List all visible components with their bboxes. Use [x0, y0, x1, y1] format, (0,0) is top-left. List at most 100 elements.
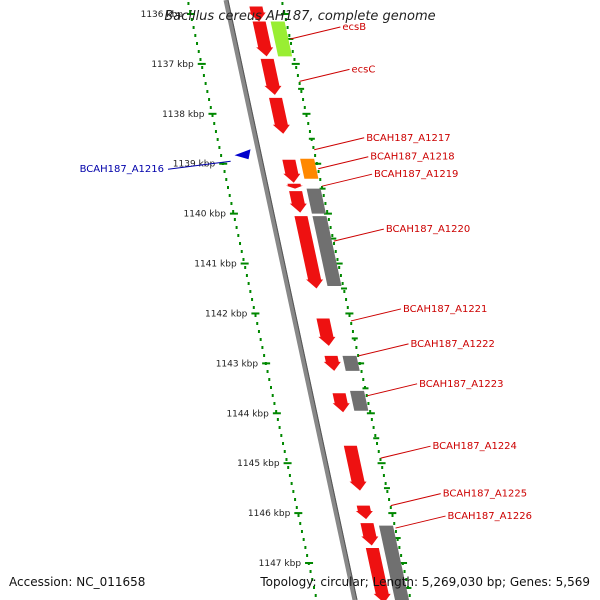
gene-feature[interactable]	[289, 191, 307, 213]
label-leader	[390, 493, 441, 507]
minor-tick	[373, 437, 380, 440]
minor-tick	[308, 137, 315, 140]
tick-mark-left	[208, 112, 217, 115]
gene-feature[interactable]	[282, 159, 301, 183]
gene-label[interactable]: BCAH187_A1224	[433, 441, 517, 452]
ruler-dots-right	[302, 98, 305, 101]
gene-feature[interactable]	[378, 525, 410, 600]
gene-feature[interactable]	[270, 21, 293, 57]
genome-backbone	[223, 0, 358, 600]
gene-feature[interactable]	[269, 97, 290, 134]
gene-feature[interactable]	[312, 216, 342, 287]
tick-label: 1141 kbp	[194, 260, 237, 270]
gene-feature[interactable]	[252, 21, 274, 57]
gene-labels[interactable]: ecsB ecsC BCAH187_A1217 BCAH187_A1218 BCAH18…	[80, 22, 532, 529]
ruler-dots-left	[208, 98, 211, 101]
gene-feature[interactable]	[306, 188, 326, 214]
gene-feature[interactable]	[332, 393, 350, 413]
ruler-dots-right	[291, 50, 294, 53]
ruler-dots-right	[355, 346, 358, 349]
ruler-dots-right	[293, 58, 296, 61]
ruler-dots-right	[338, 266, 341, 269]
ruler-dots-right	[391, 514, 394, 517]
gene-label[interactable]: BCAH187_A1216	[80, 164, 164, 175]
ruler-dots-left	[309, 570, 312, 573]
label-leader	[314, 137, 365, 151]
ruler-dots-left	[295, 506, 298, 509]
label-leader	[395, 515, 446, 529]
ruler-dots-right	[308, 130, 311, 133]
ruler-dots-right	[379, 458, 382, 461]
gene-feature[interactable]	[234, 149, 251, 160]
tick-label: 1143 kbp	[216, 359, 259, 369]
ruler-dots-left	[311, 578, 314, 581]
tick-mark-left	[251, 312, 260, 315]
gene-feature[interactable]	[342, 355, 360, 371]
ruler-dots-right	[393, 522, 396, 525]
ruler-dots-right	[283, 10, 286, 13]
tick-label: 1147 kbp	[259, 559, 302, 569]
gene-feature[interactable]	[323, 355, 341, 371]
gene-label[interactable]: BCAH187_A1223	[419, 379, 503, 390]
ruler-dots-left	[197, 50, 200, 53]
ruler-dots	[187, 2, 411, 597]
gene-label[interactable]: BCAH187_A1218	[370, 152, 454, 163]
minor-tick	[298, 87, 305, 90]
gene-label[interactable]: BCAH187_A1221	[403, 304, 487, 315]
ruler-dots-left	[237, 234, 240, 237]
ruler-dots-left	[288, 474, 291, 477]
gene-label[interactable]: BCAH187_A1226	[448, 511, 532, 522]
ruler-dots-right	[394, 530, 397, 533]
ruler-dots-right	[336, 258, 339, 261]
gene-feature[interactable]	[248, 6, 266, 22]
tick-label: 1138 kbp	[162, 110, 205, 120]
ruler-dots-left	[247, 282, 250, 285]
ruler-dots-right	[369, 410, 372, 413]
tick-mark-right	[345, 312, 354, 315]
gene-feature[interactable]	[365, 548, 391, 600]
gene-feature[interactable]	[360, 523, 379, 546]
ruler-dots-left	[278, 426, 281, 429]
ruler-dots-right	[322, 194, 325, 197]
ruler-dots-left	[196, 42, 199, 45]
ruler-dots-right	[400, 554, 403, 557]
backbone-shadow	[227, 0, 358, 600]
ruler-dots-right	[314, 154, 317, 157]
ruler-dots-left	[187, 2, 190, 5]
ruler-dots-right	[345, 298, 348, 301]
tick-mark-right	[281, 13, 290, 15]
minor-tick	[362, 387, 369, 390]
tick-mark-left	[240, 262, 249, 265]
gene-feature[interactable]	[355, 505, 373, 520]
ruler-dots-right	[324, 202, 327, 205]
gene-label[interactable]: BCAH187_A1217	[366, 133, 450, 144]
gene-label[interactable]: ecsC	[351, 64, 375, 75]
gene-feature[interactable]	[350, 390, 369, 411]
tick-mark-left	[219, 162, 228, 165]
tick-mark-right	[302, 112, 311, 115]
ruler-dots-right	[405, 578, 408, 581]
gene-label[interactable]: BCAH187_A1222	[411, 339, 495, 350]
gene-feature[interactable]	[294, 216, 324, 289]
gene-feature[interactable]	[343, 445, 367, 491]
minor-tick	[383, 487, 390, 490]
gene-features[interactable]	[234, 6, 410, 600]
tick-mark-left	[283, 462, 292, 465]
ruler-dots-left	[232, 210, 235, 213]
ruler-dots-left	[223, 170, 226, 173]
gene-feature[interactable]	[300, 158, 319, 179]
gene-label[interactable]: BCAH187_A1219	[374, 169, 458, 180]
gene-feature[interactable]	[260, 58, 282, 95]
gene-label[interactable]: ecsB	[342, 22, 366, 33]
ruler-dots-left	[204, 82, 207, 85]
ruler-dots-right	[360, 370, 363, 373]
gene-label[interactable]: BCAH187_A1220	[386, 224, 470, 235]
gene-feature[interactable]	[316, 318, 336, 346]
ruler-dots-right	[396, 538, 399, 541]
gene-feature[interactable]	[285, 183, 303, 189]
tick-label: 1146 kbp	[248, 509, 291, 519]
tick-mark-left	[262, 362, 271, 365]
gene-label[interactable]: BCAH187_A1225	[443, 489, 527, 500]
ruler-dots-right	[312, 146, 315, 149]
